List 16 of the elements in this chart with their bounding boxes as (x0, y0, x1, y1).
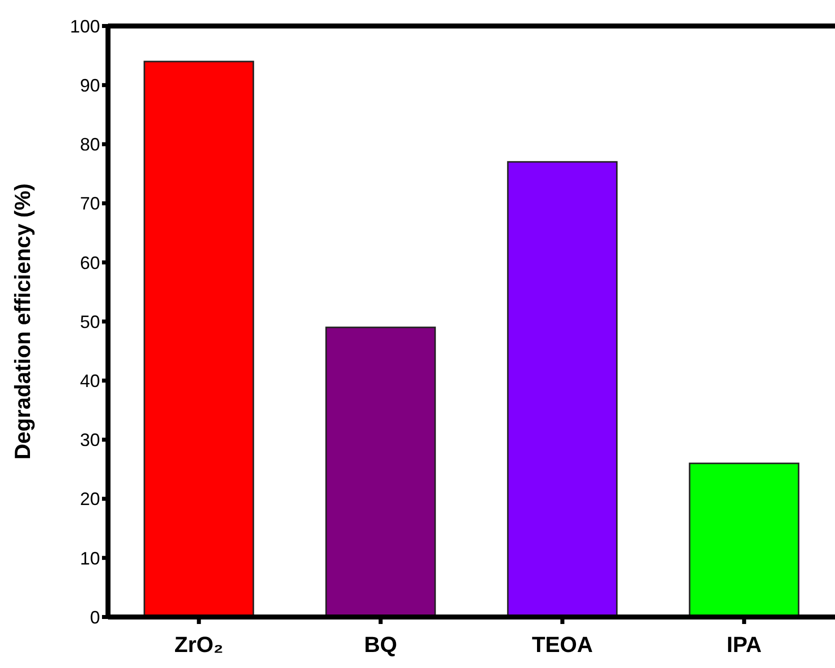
y-axis-title: Degradation efficiency (%) (10, 183, 35, 460)
y-tick-label: 70 (80, 194, 100, 214)
y-tick-label: 100 (70, 16, 100, 36)
x-tick-label: BQ (364, 632, 398, 657)
y-tick-label: 10 (80, 548, 100, 568)
y-tick-label: 0 (90, 607, 100, 628)
x-tick-label: TEOA (532, 632, 594, 657)
x-tick-label: IPA (726, 632, 762, 657)
y-tick-label: 30 (80, 430, 100, 450)
y-tick-label: 50 (80, 312, 100, 332)
x-tick-label: ZrO₂ (174, 632, 224, 657)
y-tick-label: 60 (80, 252, 100, 273)
y-tick-label: 90 (80, 75, 100, 96)
y-tick-label: 40 (80, 370, 100, 391)
y-tick-label: 80 (80, 134, 100, 155)
y-tick-label: 20 (80, 489, 100, 510)
